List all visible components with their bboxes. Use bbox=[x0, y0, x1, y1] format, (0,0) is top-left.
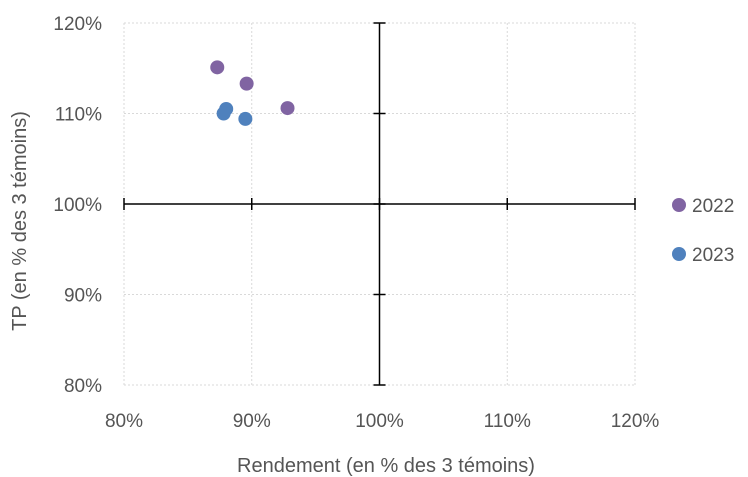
x-tick-label-2: 100% bbox=[355, 411, 404, 432]
legend-label-2023: 2023 bbox=[692, 245, 734, 266]
point-2022-1 bbox=[239, 76, 254, 91]
legend-marker-2022 bbox=[672, 198, 686, 212]
y-tick-label-2: 100% bbox=[53, 195, 102, 216]
y-tick-labels: 80% 90% 100% 110% 120% bbox=[53, 14, 102, 397]
x-axis-title: Rendement (en % des 3 témoins) bbox=[237, 455, 535, 477]
y-tick-label-0: 80% bbox=[64, 376, 102, 397]
legend-label-2022: 2022 bbox=[692, 196, 734, 217]
x-tick-label-3: 110% bbox=[484, 411, 531, 432]
legend: 2022 2023 bbox=[672, 196, 734, 266]
point-2022-2 bbox=[280, 101, 295, 116]
legend-marker-2023 bbox=[672, 247, 686, 261]
y-tick-label-1: 90% bbox=[64, 286, 102, 307]
x-tick-label-0: 80% bbox=[105, 411, 143, 432]
point-2023-2 bbox=[238, 111, 253, 126]
crosshair-axes bbox=[123, 22, 636, 386]
x-tick-label-1: 90% bbox=[233, 411, 271, 432]
y-tick-label-3: 110% bbox=[55, 105, 102, 126]
x-tick-labels: 80% 90% 100% 110% 120% bbox=[105, 411, 659, 432]
point-2023-1 bbox=[216, 106, 231, 121]
y-tick-label-4: 120% bbox=[53, 14, 102, 35]
x-tick-label-4: 120% bbox=[611, 411, 660, 432]
y-axis-title: TP (en % des 3 témoins) bbox=[9, 111, 31, 331]
data-points bbox=[210, 60, 295, 126]
point-2022-0 bbox=[210, 60, 225, 75]
